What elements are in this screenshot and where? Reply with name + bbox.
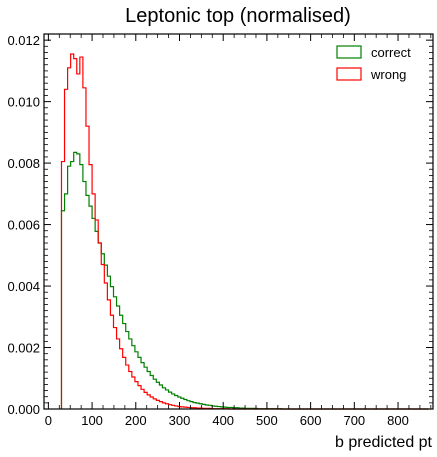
- x-axis-label: b predicted pt: [335, 434, 433, 451]
- x-tick-label: 600: [300, 413, 322, 428]
- series-wrong: [60, 53, 429, 410]
- y-tick-label: 0.004: [7, 279, 40, 294]
- x-tick-label: 800: [387, 413, 409, 428]
- y-tick-label: 0.002: [7, 341, 40, 356]
- x-tick-label: 500: [256, 413, 278, 428]
- series-layer: [60, 53, 429, 410]
- y-tick-label: 0.010: [7, 95, 40, 110]
- plot-frame: [43, 33, 434, 410]
- legend-swatch-correct: [336, 45, 362, 59]
- x-tick-label: 200: [125, 413, 147, 428]
- y-tick-label: 0.012: [7, 33, 40, 48]
- legend-label-wrong: wrong: [370, 67, 406, 82]
- x-tick-label: 400: [212, 413, 234, 428]
- x-tick-label: 700: [343, 413, 365, 428]
- legend-label-correct: correct: [371, 45, 411, 60]
- series-correct: [60, 151, 429, 410]
- legend: correct wrong: [336, 45, 411, 82]
- x-axis: 0 100 200 300 400 500 600 700 800: [45, 34, 432, 428]
- x-tick-label: 300: [169, 413, 191, 428]
- y-tick-label: 0.006: [7, 218, 40, 233]
- x-tick-label: 100: [81, 413, 103, 428]
- y-tick-label: 0.008: [7, 156, 40, 171]
- x-tick-label: 0: [45, 413, 52, 428]
- legend-swatch-wrong: [336, 67, 362, 81]
- chart-title: Leptonic top (normalised): [125, 5, 351, 27]
- y-axis: 0.000 0.002 0.004 0.006 0.008 0.010 0.012: [7, 33, 433, 417]
- y-tick-label: 0.000: [7, 402, 40, 417]
